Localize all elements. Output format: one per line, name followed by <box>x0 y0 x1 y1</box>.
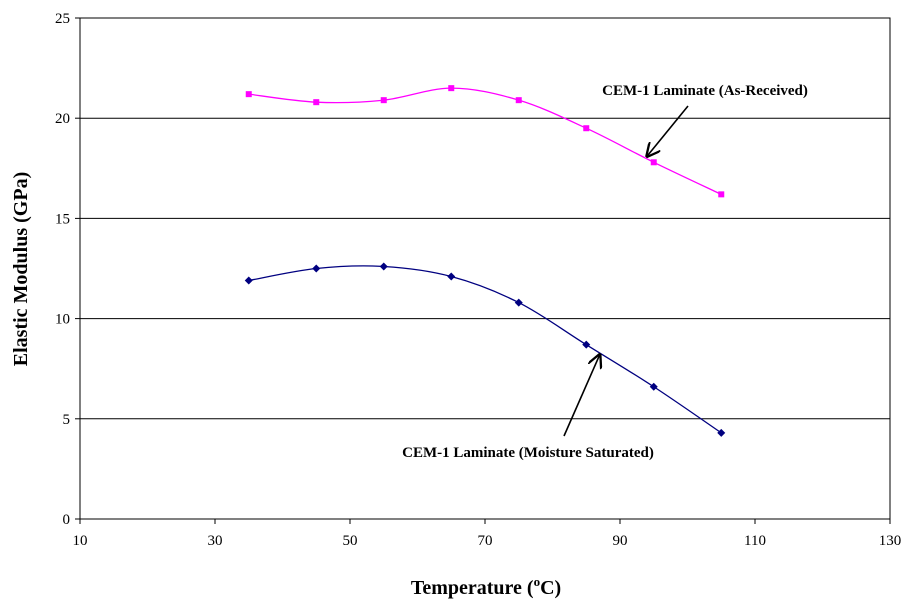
x-axis-title-superscript: o <box>534 574 541 589</box>
x-axis-title-suffix: C) <box>540 577 561 599</box>
data-point <box>447 272 456 281</box>
data-point <box>245 91 252 98</box>
x-tick-label: 90 <box>613 533 628 549</box>
x-tick-label: 50 <box>343 533 358 549</box>
gridlines <box>80 17 890 420</box>
annotations: CEM-1 Laminate (As-Received) CEM-1 Lamina… <box>402 83 808 461</box>
tick-labels: 0 5 10 15 20 25 10 30 50 70 90 110 130 <box>55 11 901 549</box>
data-point <box>379 262 388 271</box>
x-tick-label: 130 <box>879 533 902 549</box>
axes <box>75 17 891 524</box>
x-tick-label: 70 <box>478 533 493 549</box>
x-axis-title-prefix: Temperature ( <box>411 577 534 599</box>
data-point <box>244 276 253 285</box>
y-tick-label: 15 <box>55 211 70 227</box>
data-point <box>313 99 320 106</box>
data-point <box>582 340 591 349</box>
series-line-1 <box>248 265 722 434</box>
y-axis-title: Elastic Modulus (GPa) <box>10 172 32 366</box>
x-tick-label: 30 <box>208 533 223 549</box>
data-point <box>649 382 658 391</box>
series-group <box>244 85 726 437</box>
annotation-label: CEM-1 Laminate (As-Received) <box>602 83 808 99</box>
series-line-0 <box>248 87 722 195</box>
x-tick-label: 110 <box>744 533 766 549</box>
annotation-label: CEM-1 Laminate (Moisture Saturated) <box>402 445 654 461</box>
y-tick-label: 10 <box>55 312 70 328</box>
data-point <box>448 85 455 92</box>
y-tick-label: 0 <box>63 512 71 528</box>
y-tick-label: 20 <box>55 111 70 127</box>
data-point <box>514 298 523 307</box>
data-point <box>312 264 321 273</box>
data-point <box>718 191 725 198</box>
annotation-arrow <box>563 355 600 437</box>
data-point <box>650 159 657 166</box>
data-point <box>583 125 590 132</box>
data-point <box>515 97 522 104</box>
data-point <box>380 97 387 104</box>
x-tick-label: 10 <box>73 533 88 549</box>
y-tick-label: 25 <box>55 11 70 27</box>
data-point <box>717 428 726 437</box>
y-tick-label: 5 <box>63 412 71 428</box>
x-axis-title: Temperature (oC) <box>411 574 561 599</box>
annotation-arrow <box>647 105 689 156</box>
